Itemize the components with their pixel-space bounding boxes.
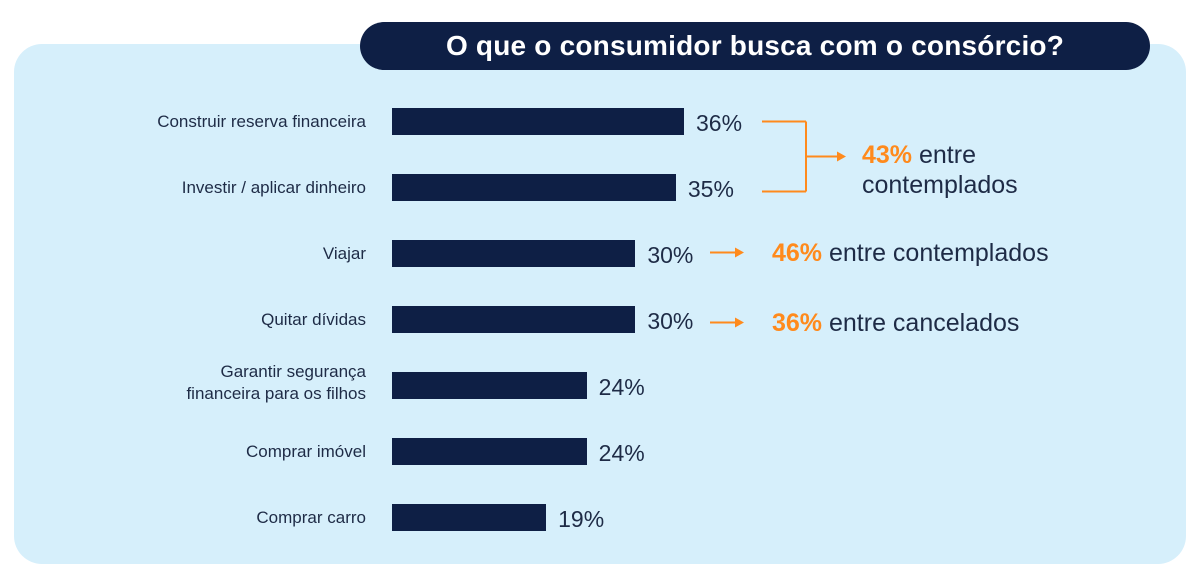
annotation: 36% entre cancelados	[772, 308, 1019, 338]
annotation-highlight: 43%	[862, 140, 913, 169]
bar	[392, 306, 636, 333]
bar	[392, 504, 547, 531]
value-label: 35%	[687, 176, 734, 202]
category-label: Comprar imóvel	[246, 441, 366, 461]
bar	[392, 372, 587, 399]
arrow-icon	[735, 317, 744, 328]
value-label: 24%	[598, 440, 645, 466]
annotation: 43% entre contemplados	[862, 140, 1018, 200]
value-label: 30%	[647, 242, 694, 268]
annotation-text: entre contemplados	[862, 140, 1018, 199]
value-label: 24%	[598, 374, 645, 400]
annotation-highlight: 36%	[772, 308, 823, 337]
annotation-text: entre cancelados	[822, 308, 1020, 337]
value-label: 36%	[696, 110, 743, 136]
chart-title: O que o consumidor busca com o consórcio…	[360, 22, 1150, 70]
bar	[392, 174, 676, 201]
category-label: Quitar dívidas	[261, 309, 366, 329]
category-label: Viajar	[322, 243, 366, 263]
annotation-highlight: 46%	[772, 238, 823, 267]
arrow-icon	[735, 247, 744, 258]
annotation-connectors	[710, 120, 846, 328]
value-label: 19%	[558, 506, 605, 532]
annotation: 46% entre contemplados	[772, 238, 1049, 268]
category-label: Garantir segurança financeira para os fi…	[186, 361, 366, 403]
category-label: Comprar carro	[256, 507, 366, 527]
bar	[392, 108, 684, 135]
value-label: 30%	[647, 308, 694, 334]
arrow-icon	[837, 151, 846, 162]
bar	[392, 438, 587, 465]
category-label: Construir reserva financeira	[157, 111, 366, 131]
bar	[392, 240, 636, 267]
annotation-text: entre contemplados	[822, 238, 1049, 267]
category-label: Investir / aplicar dinheiro	[181, 177, 366, 197]
